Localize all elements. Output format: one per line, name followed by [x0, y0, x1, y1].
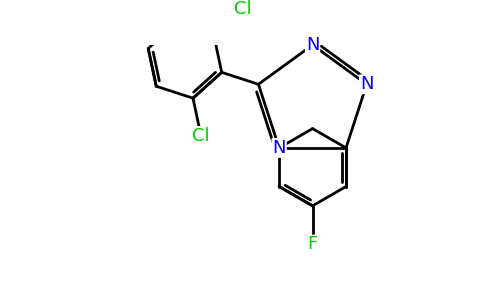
Text: N: N: [306, 36, 319, 54]
Text: N: N: [272, 139, 286, 157]
Text: Cl: Cl: [234, 0, 251, 18]
Text: Cl: Cl: [192, 127, 210, 145]
Text: N: N: [360, 75, 374, 93]
Text: F: F: [307, 236, 318, 253]
